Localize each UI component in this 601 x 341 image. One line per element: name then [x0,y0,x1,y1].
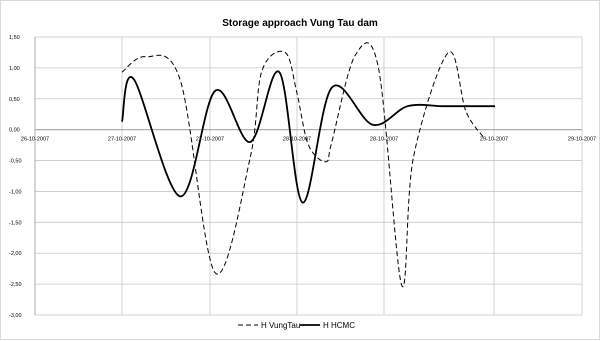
y-tick-label: 1,50 [9,35,20,41]
y-tick-label: -2,00 [9,251,22,257]
x-tick-label: 27-10-2007 [196,137,224,143]
x-tick-label: 29-10-2007 [480,137,508,143]
legend-label: H VungTau [261,321,300,330]
y-tick-label: -3,00 [9,313,22,319]
plot-area: 1,50 1,00 0,50 0,00 -0,50 -1,00 -1,50 -2,00 -2,5… [9,35,596,319]
x-tick-label: 28-10-2007 [370,137,398,143]
legend: H VungTau H HCMC [238,321,355,330]
x-tick-label: 29-10-2007 [568,137,596,143]
y-tick-label: 0,50 [9,97,20,103]
chart-title: Storage approach Vung Tau dam [222,18,378,29]
legend-label: H HCMC [323,321,355,330]
y-tick-label: 0,00 [9,128,20,134]
series-line-h-hcmc [121,70,495,204]
x-tick-label: 28-10-2007 [283,137,311,143]
x-tick-label: 27-10-2007 [108,137,136,143]
y-tick-label: -1,50 [9,220,22,226]
y-tick-label: -2,50 [9,282,22,288]
y-tick-label: -0,50 [9,159,22,165]
y-tick-label: 1,00 [9,66,20,72]
series-line-h-vungtau [121,42,484,288]
y-tick-label: -1,00 [9,189,22,195]
